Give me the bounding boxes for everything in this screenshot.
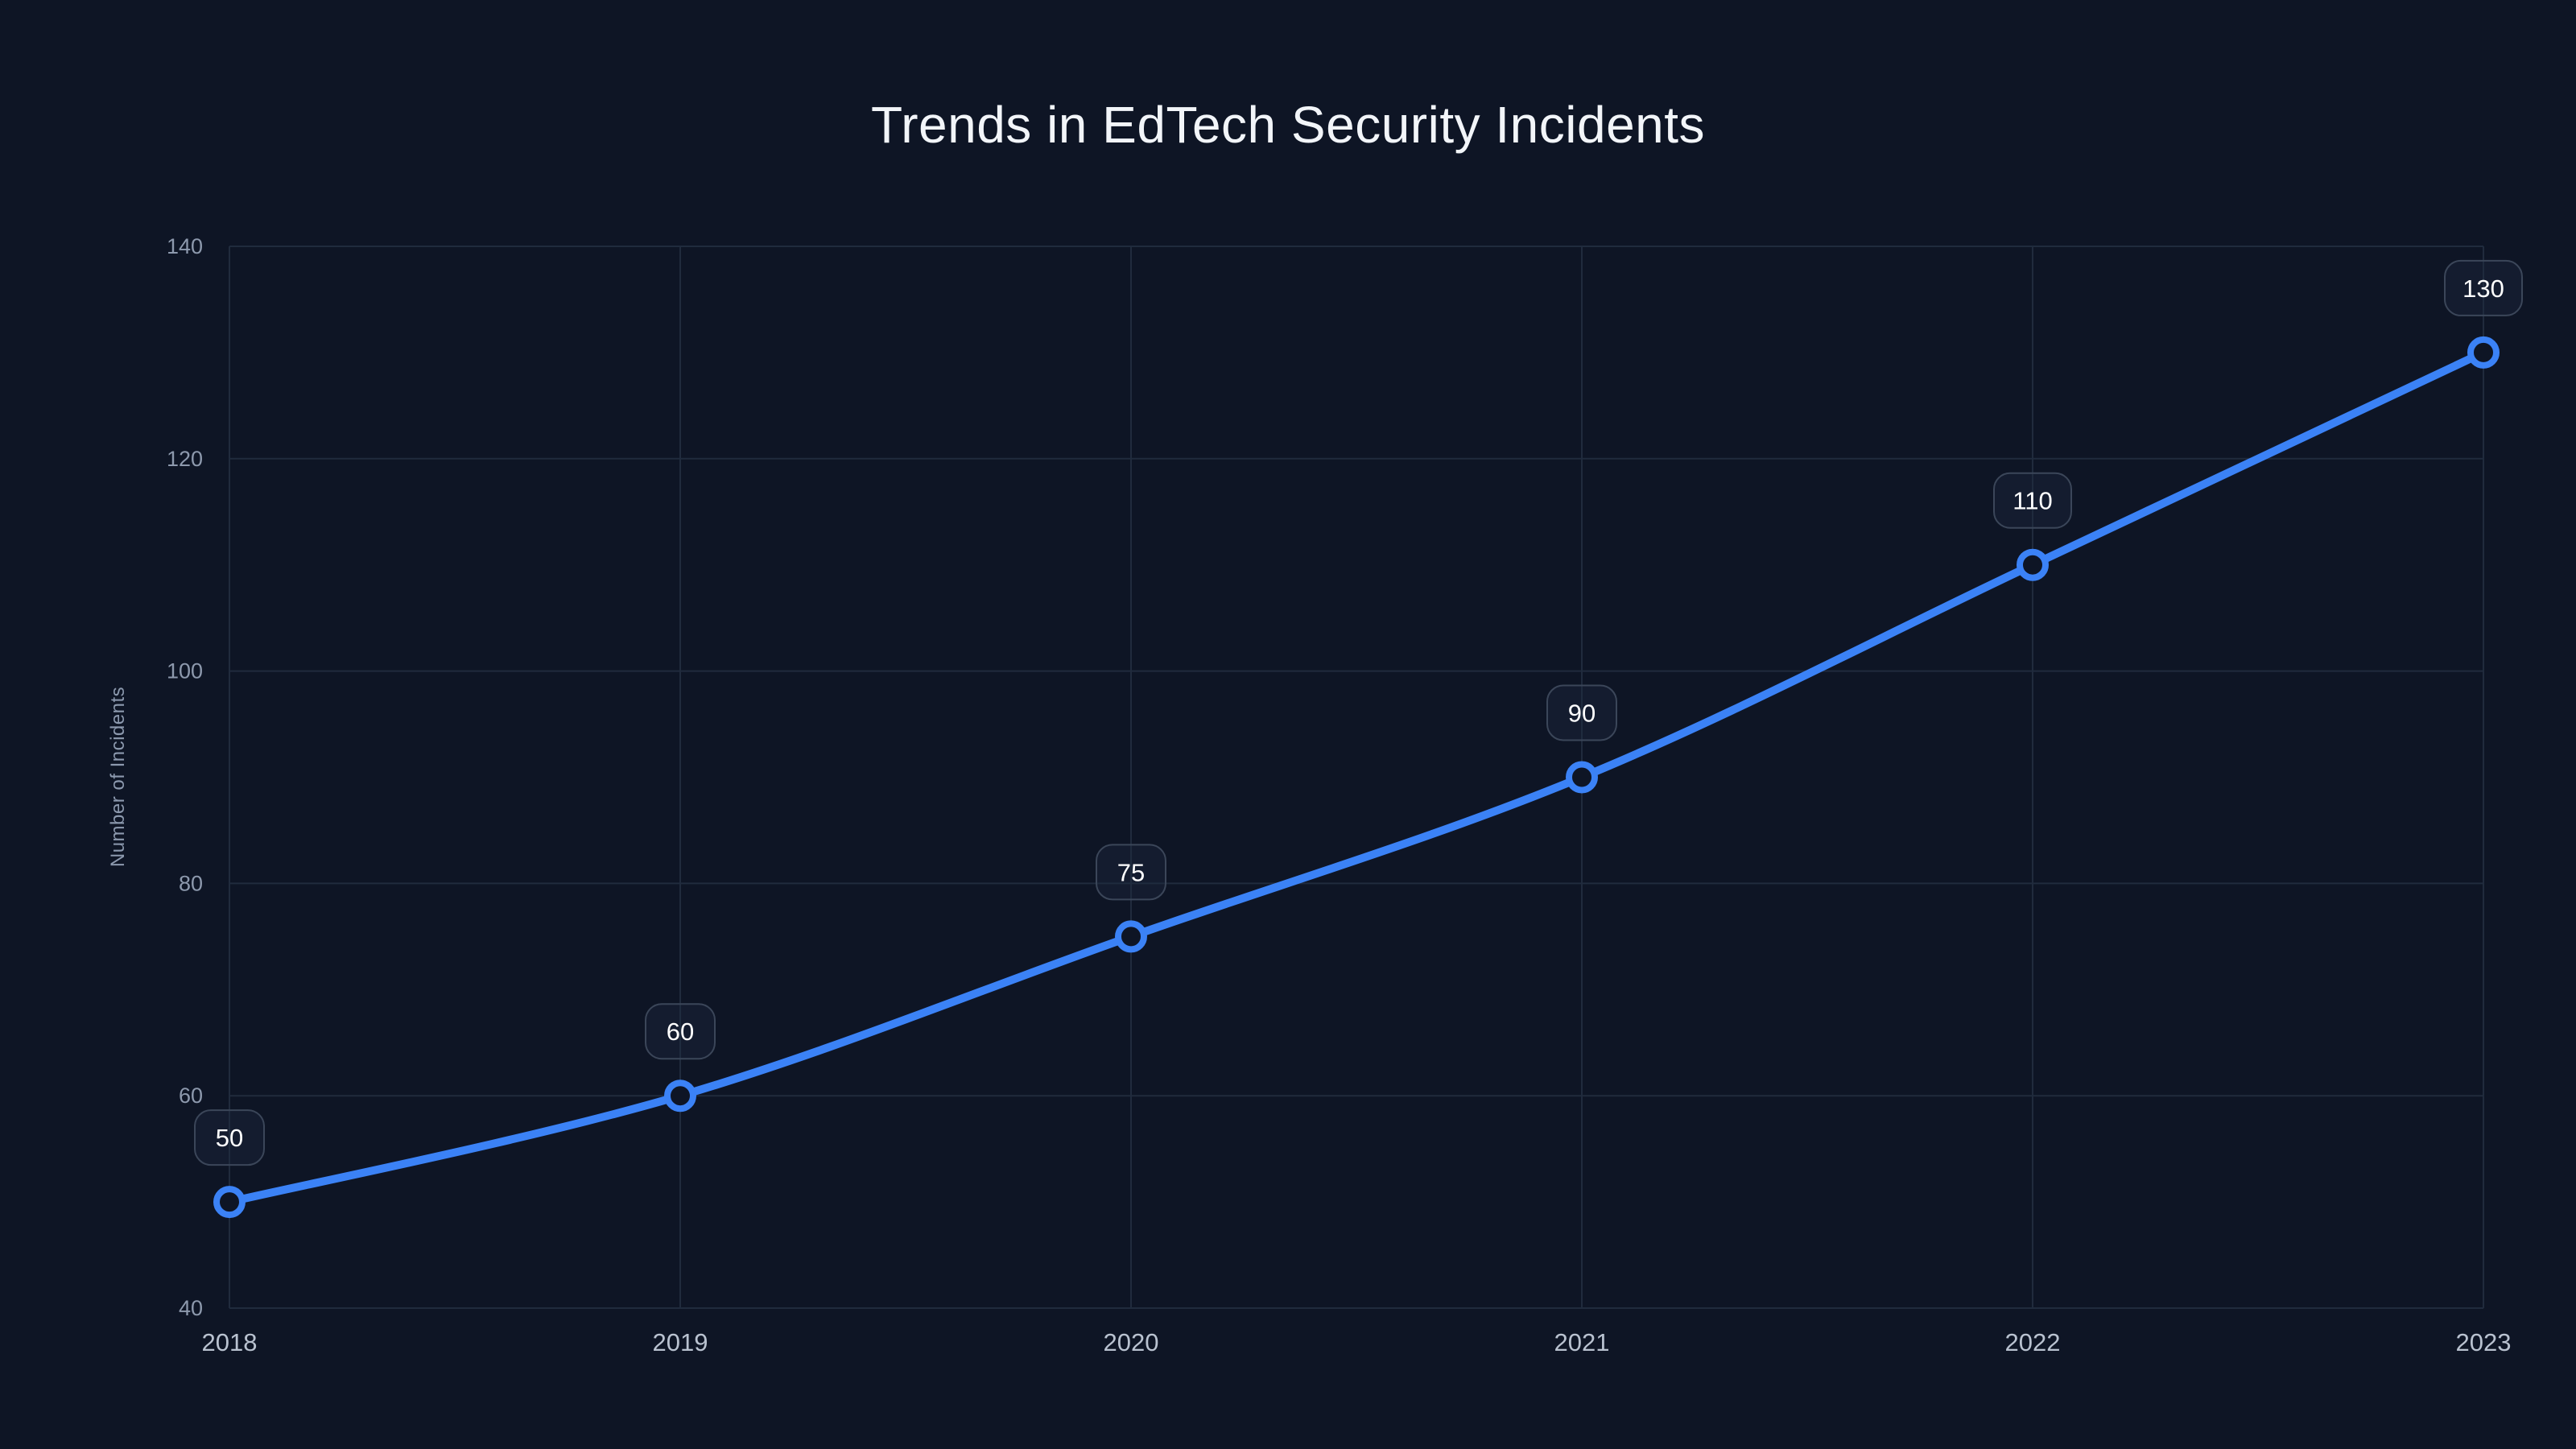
x-tick-label: 2023 (2456, 1328, 2512, 1356)
point-label-badge (645, 1003, 716, 1060)
x-tick-label: 2019 (653, 1328, 708, 1356)
trend-line (225, 348, 2487, 1207)
data-point-marker[interactable] (1566, 761, 1598, 794)
y-tick-label: 140 (167, 234, 203, 258)
point-label-badge (1546, 684, 1617, 741)
y-tick-label: 60 (179, 1084, 203, 1108)
point-label-badge (2444, 259, 2523, 316)
x-tick-label: 2018 (202, 1328, 258, 1356)
data-point-marker[interactable] (664, 1080, 696, 1113)
point-label: 75 (1117, 858, 1145, 886)
y-tick-label: 120 (167, 447, 203, 471)
data-point-marker[interactable] (1115, 920, 1147, 953)
point-label: 130 (2462, 275, 2504, 303)
x-tick-label: 2022 (2005, 1328, 2061, 1356)
chart-title: Trends in EdTech Security Incidents (870, 96, 1706, 154)
point-label: 90 (1568, 700, 1596, 728)
y-tick-label: 40 (179, 1296, 203, 1320)
point-label: 50 (216, 1124, 243, 1152)
point-label-badge (194, 1109, 265, 1166)
x-tick-label: 2020 (1104, 1328, 1159, 1356)
point-label-badge (1096, 844, 1166, 901)
x-tick-label: 2021 (1554, 1328, 1610, 1356)
y-tick-label: 80 (179, 871, 203, 895)
point-label-badge (1993, 472, 2072, 529)
point-label: 110 (2013, 487, 2052, 515)
data-point-marker[interactable] (213, 1186, 246, 1219)
y-tick-label: 100 (167, 659, 203, 683)
data-point-marker[interactable] (2017, 548, 2049, 581)
point-label: 60 (667, 1018, 694, 1046)
data-point-marker[interactable] (2467, 336, 2500, 369)
